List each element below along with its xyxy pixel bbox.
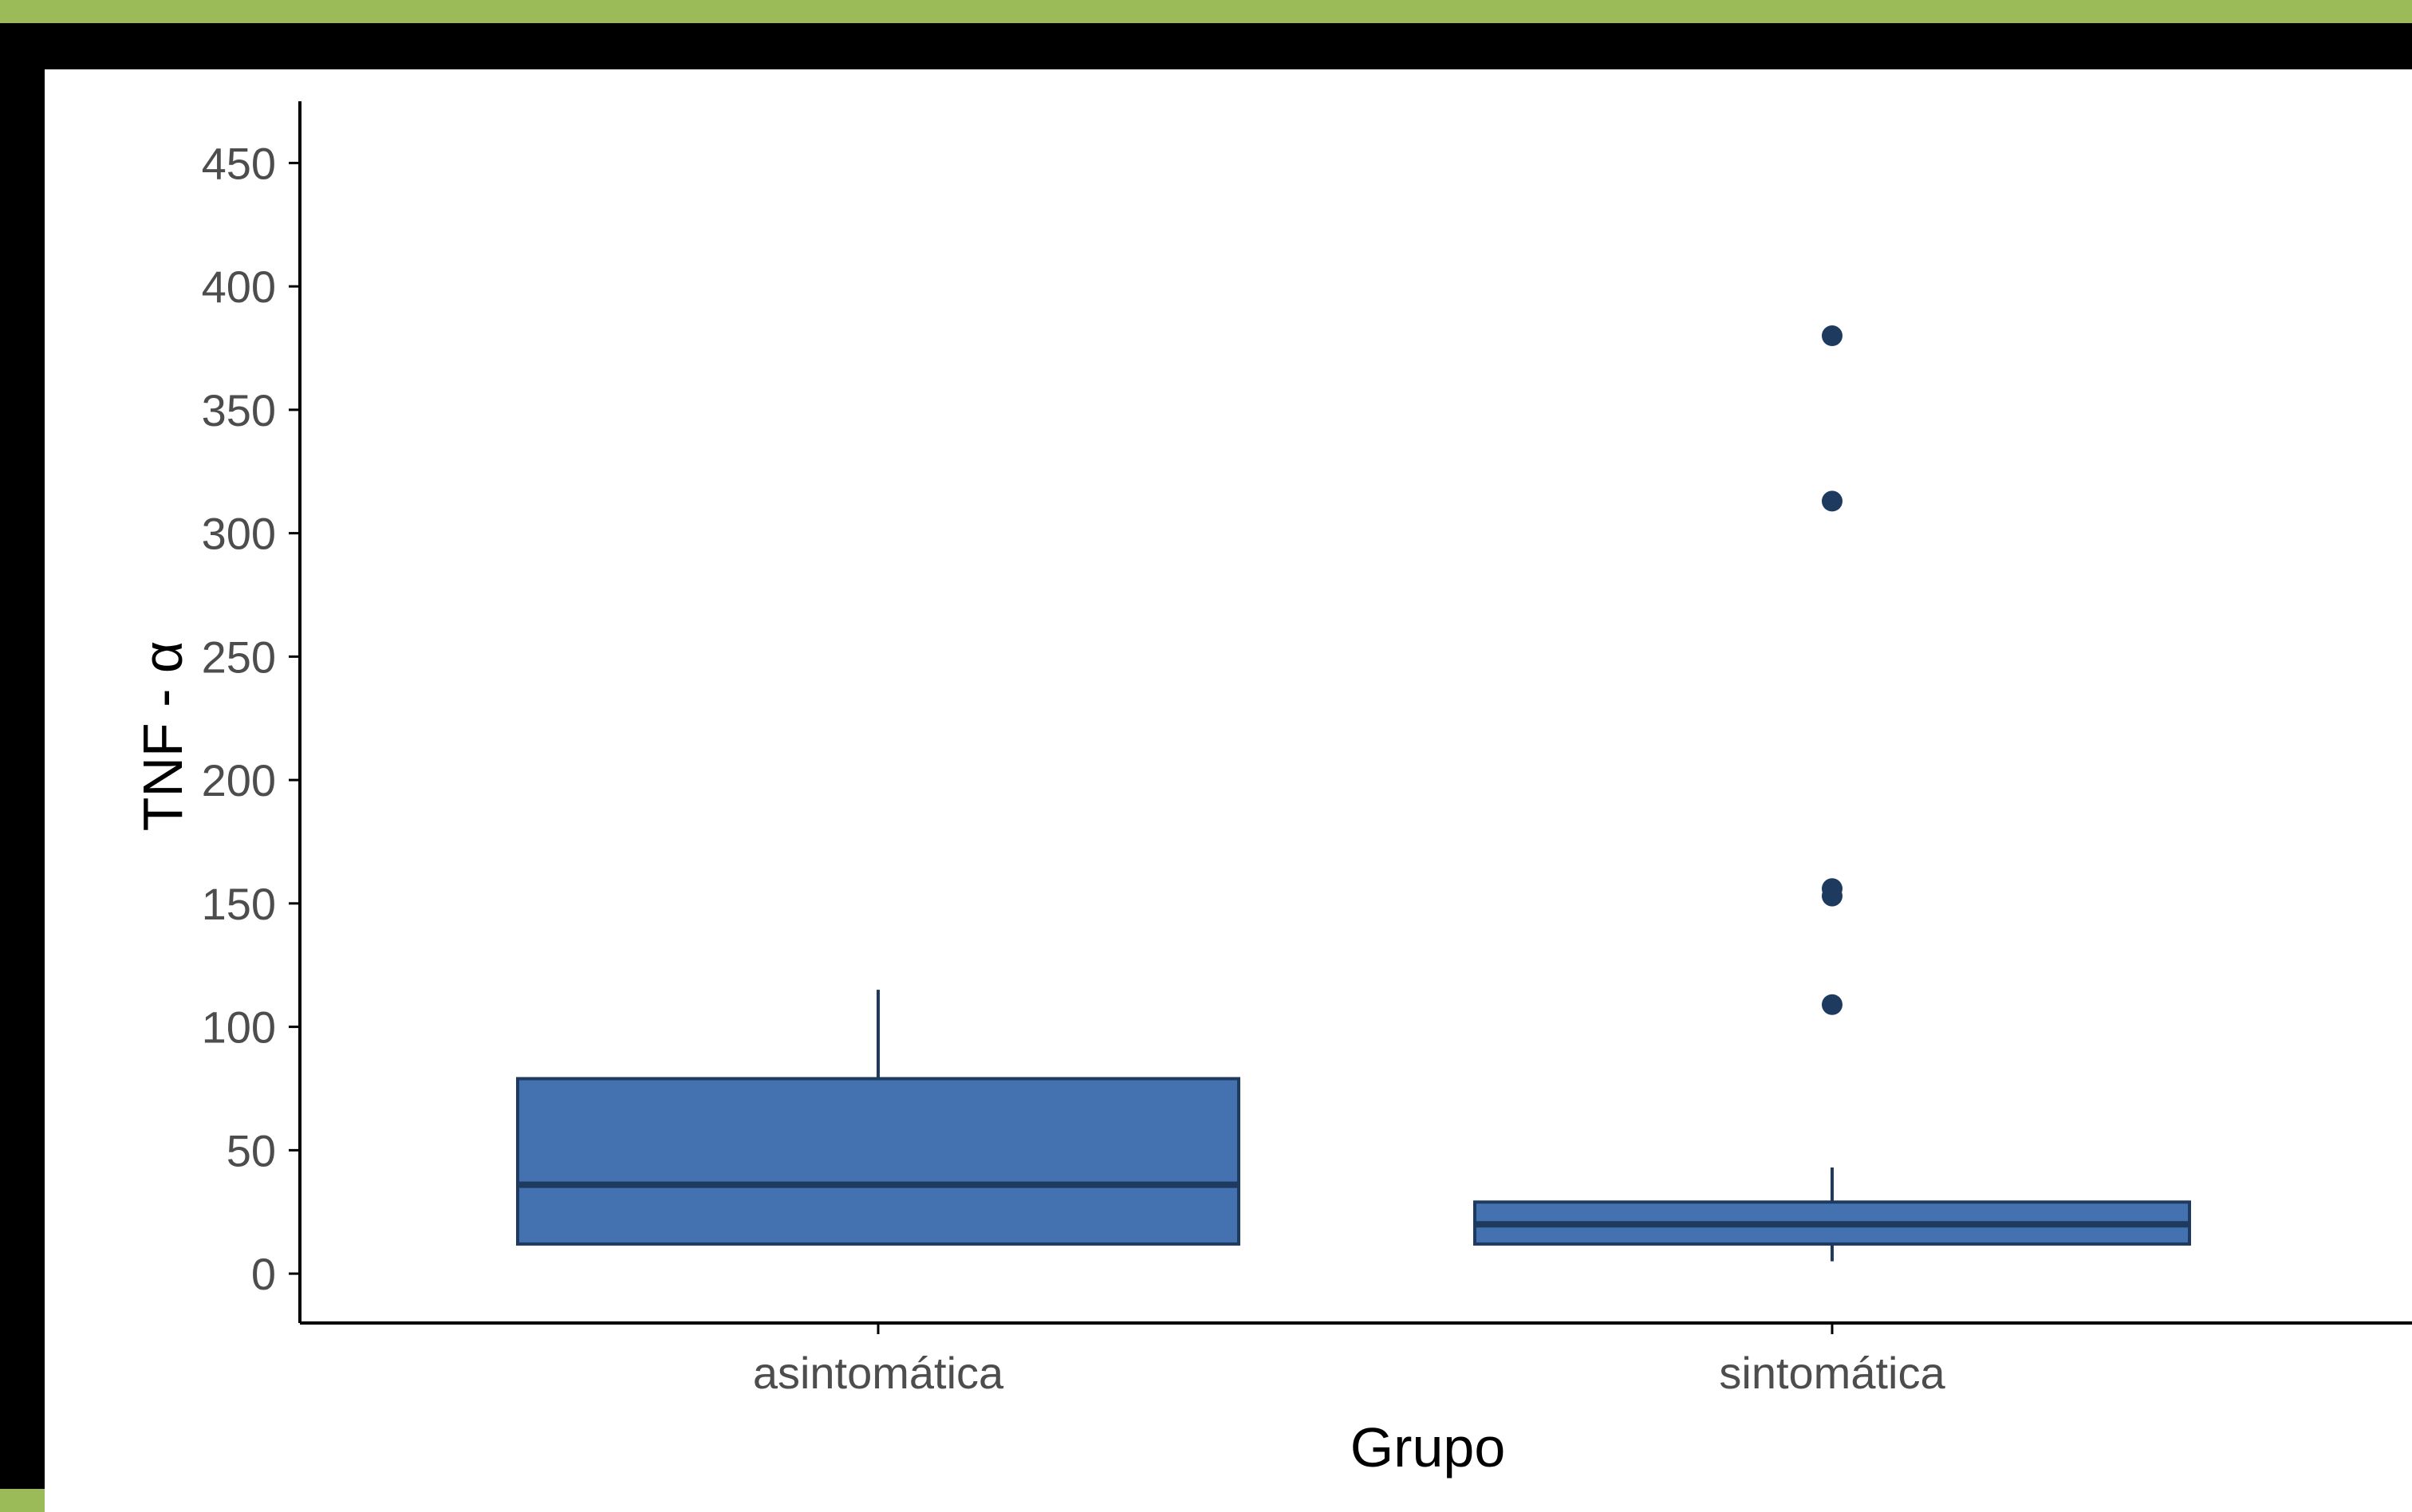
y-tick-label: 300 xyxy=(202,509,276,559)
x-axis-title: Grupo xyxy=(1350,1416,1506,1479)
outlier-point xyxy=(1822,325,1843,347)
y-axis-title: TNF - α xyxy=(132,641,194,832)
boxplot-chart: 0 50 100 150 200 250 300 350 400 450 asintomática… xyxy=(132,101,2412,1479)
x-tick-label: sintomática xyxy=(1719,1348,1945,1398)
outlier-point xyxy=(1822,490,1843,512)
y-tick-label: 100 xyxy=(202,1002,276,1053)
black-frame: 0 50 100 150 200 250 300 350 400 450 asintomática… xyxy=(0,23,2412,1512)
y-tick-label: 450 xyxy=(202,138,276,188)
y-tick-label: 250 xyxy=(202,632,276,682)
box-group xyxy=(1473,1167,2191,1262)
y-tick-label: 150 xyxy=(202,879,276,929)
outlier-point xyxy=(1822,878,1843,900)
x-tick-label: asintomática xyxy=(753,1348,1004,1398)
outlier-points xyxy=(1822,325,1843,1015)
y-tick-label: 50 xyxy=(227,1125,276,1175)
y-tick-label: 0 xyxy=(251,1249,276,1299)
box-iqr xyxy=(516,1077,1240,1246)
y-tick-label: 400 xyxy=(202,262,276,312)
y-tick-label: 350 xyxy=(202,385,276,435)
y-axis-ticks: 0 50 100 150 200 250 300 350 400 450 xyxy=(202,138,300,1299)
x-axis-ticks: asintomática sintomática xyxy=(753,1323,1945,1398)
chart-panel: 0 50 100 150 200 250 300 350 400 450 asintomática… xyxy=(45,69,2412,1512)
boxes xyxy=(516,990,2191,1262)
y-tick-label: 200 xyxy=(202,755,276,805)
box-group xyxy=(516,990,1240,1246)
outlier-point xyxy=(1822,994,1843,1015)
